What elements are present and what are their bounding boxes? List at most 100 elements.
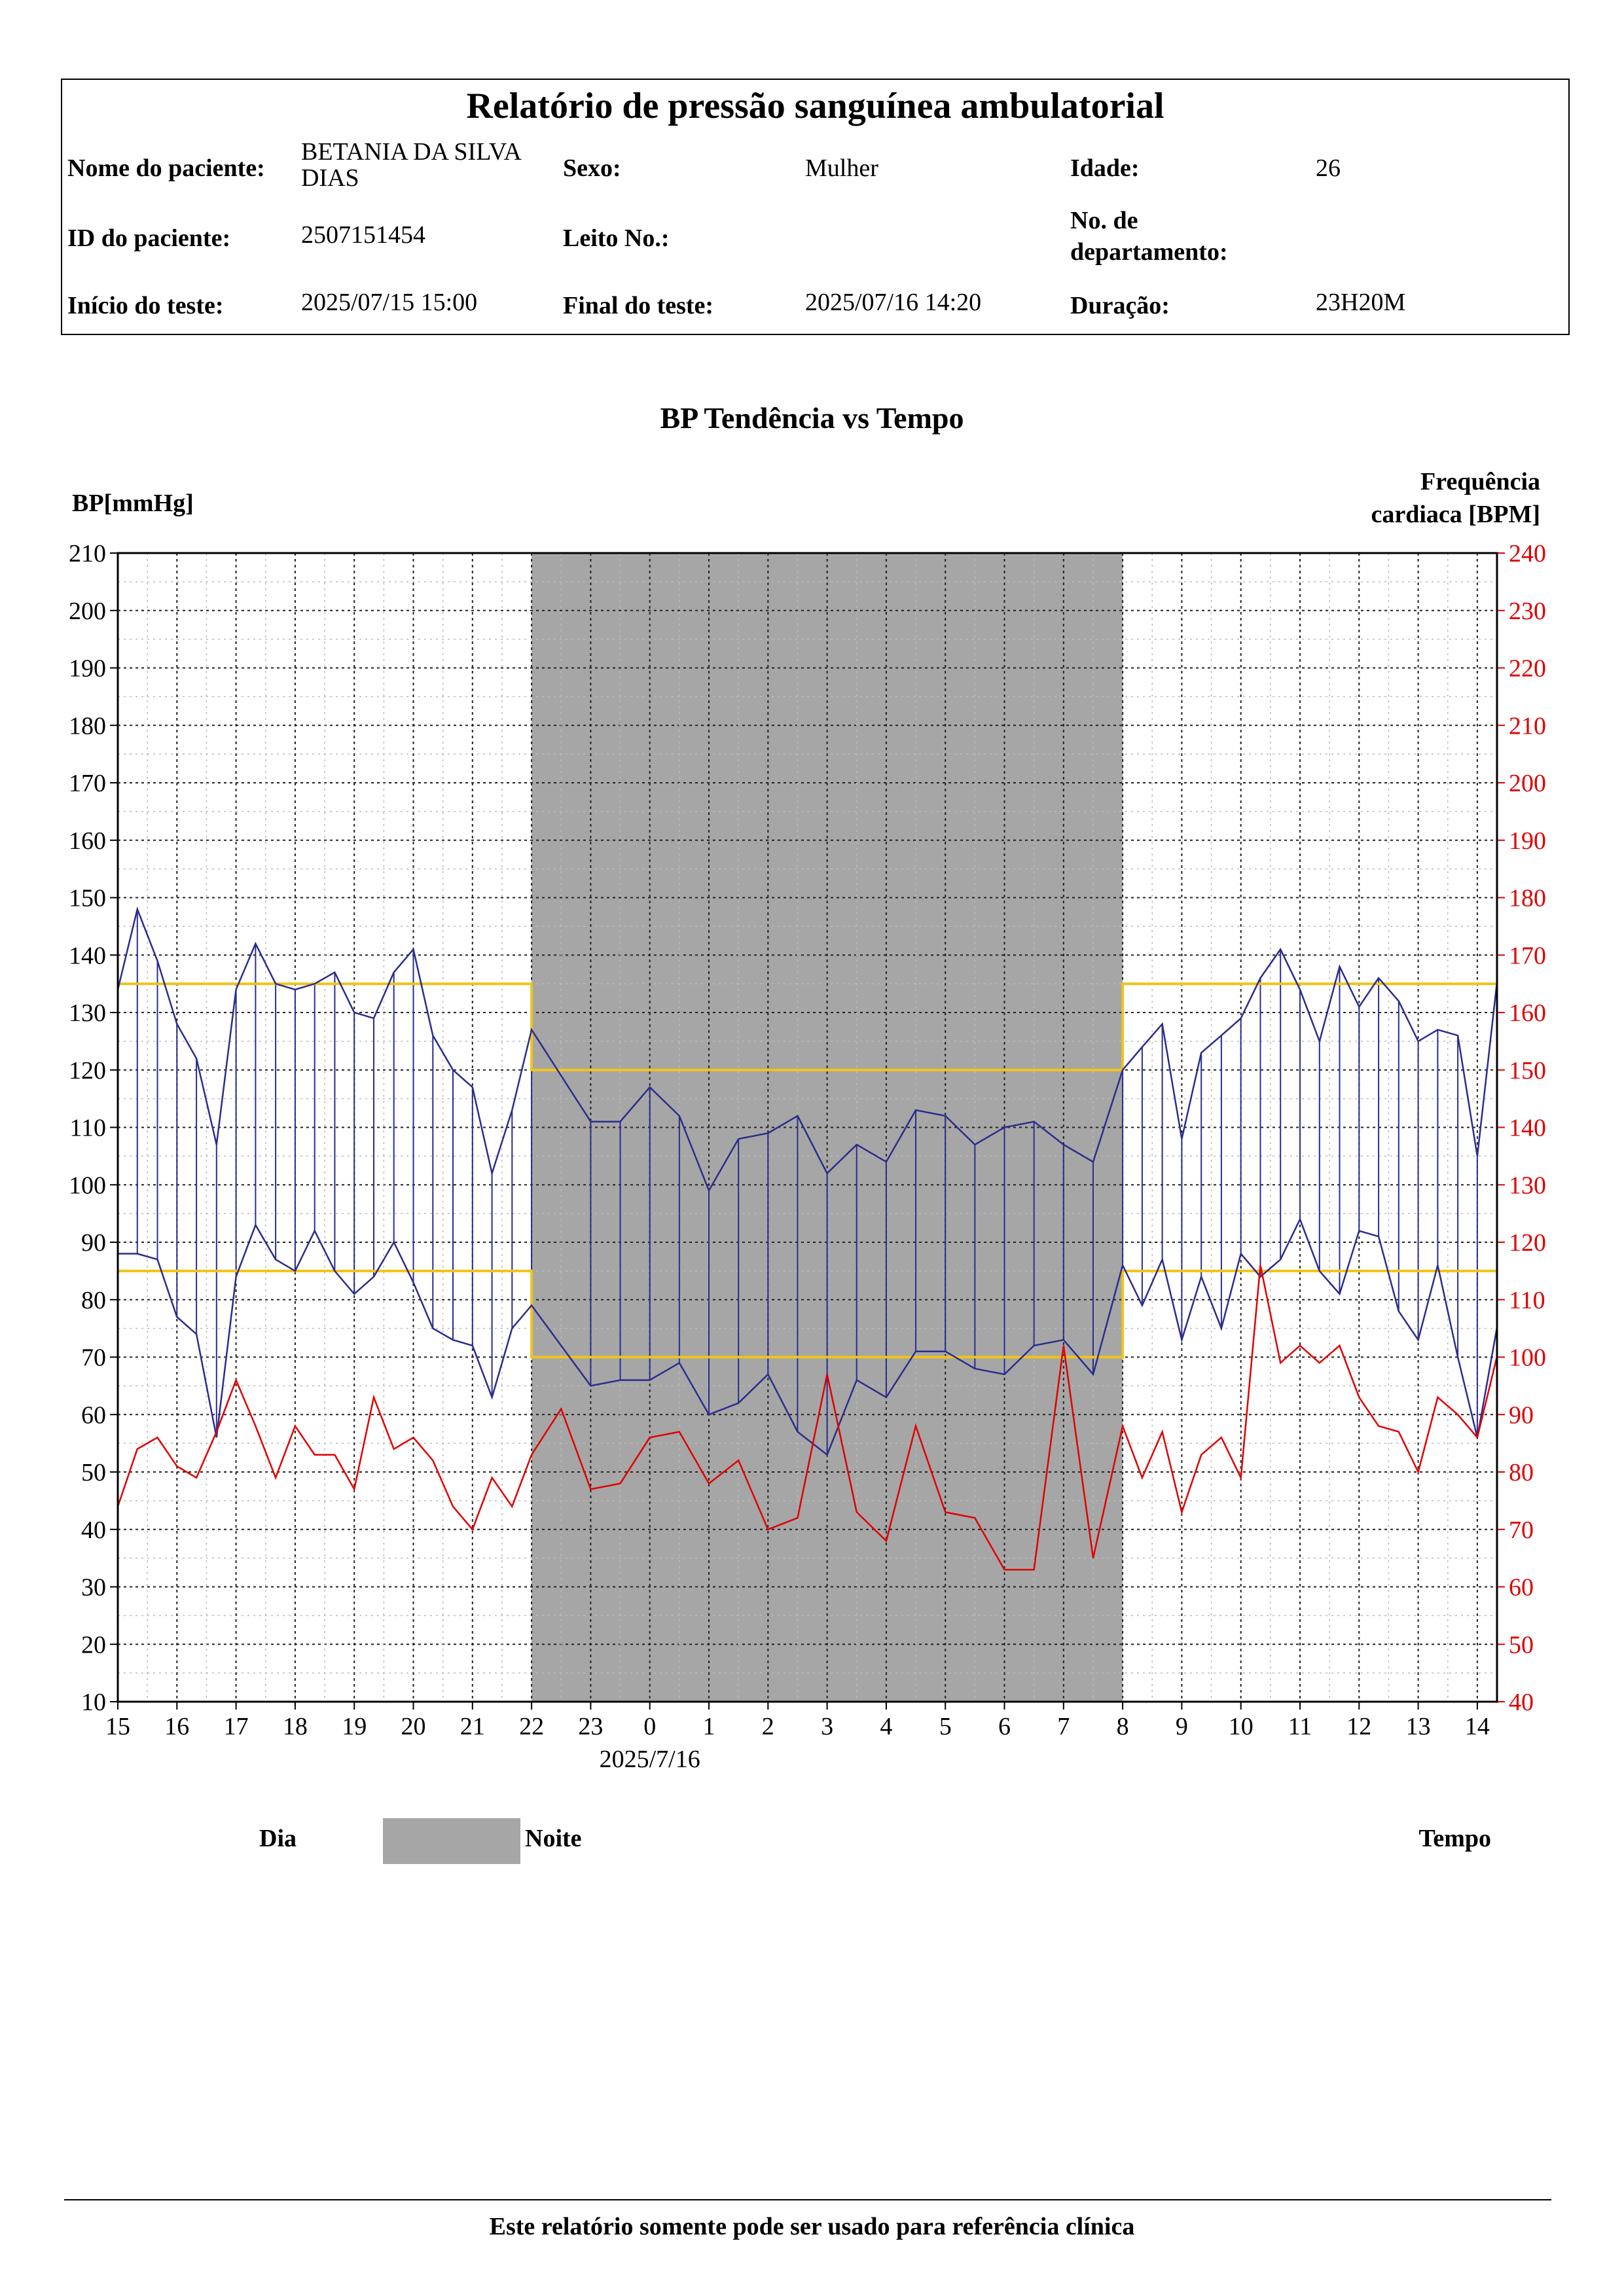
grid-layer [117,552,1497,1702]
y-left-tick-label: 130 [69,999,106,1027]
y-axis-left-title: BP[mmHg] [72,490,194,517]
x-tick-label: 1 [703,1713,715,1740]
y-left-tick-label: 140 [69,942,106,969]
y-right-tick-label: 120 [1509,1229,1546,1257]
patient-name-line2: DIAS [301,164,359,192]
y-right-tick-label: 140 [1509,1115,1546,1142]
heart-rate-series-line [117,1265,1498,1571]
threshold-systolic-line [118,982,1497,1071]
legend-day-label: Dia [259,1825,297,1852]
y-left-tick-label: 120 [69,1057,106,1085]
end-value: 2025/07/16 14:20 [805,289,982,316]
y-right-tick-label: 230 [1509,598,1546,625]
y-left-tick-label: 60 [81,1401,106,1429]
y-right-tick-label: 210 [1509,712,1546,740]
y-left-tick-label: 10 [81,1689,106,1716]
y-right-tick-label: 220 [1509,655,1546,683]
y-left-tick-label: 40 [81,1516,106,1544]
x-tick-label: 4 [880,1713,892,1740]
chart-title: BP Tendência vs Tempo [660,401,964,435]
x-tick-label: 23 [578,1713,603,1740]
sex-label: Sexo: [563,154,621,182]
y-right-tick-label: 90 [1509,1401,1534,1429]
x-tick-label: 20 [401,1713,426,1740]
duration-value: 23H20M [1316,289,1406,316]
patient-id-value: 2507151454 [301,221,425,249]
duration-label: Duração: [1070,292,1170,319]
y-right-tick-label: 170 [1509,942,1546,969]
y-left-tick-label: 50 [81,1459,106,1486]
legend-night-label: Noite [525,1825,582,1852]
bp-range-bars-layer [117,909,1498,1455]
y-left-tick-label: 150 [69,885,106,912]
x-tick-label: 13 [1406,1713,1431,1740]
report-header: Relatório de pressão sanguínea ambulator… [61,79,1570,335]
x-tick-label: 17 [224,1713,249,1740]
y-right-tick-label: 70 [1509,1516,1534,1544]
y-right-tick-label: 160 [1509,999,1546,1027]
y-right-tick-label: 40 [1509,1689,1534,1716]
x-tick-label: 16 [164,1713,189,1740]
x-tick-label: 6 [998,1713,1011,1740]
y-right-tick-label: 180 [1509,885,1546,912]
y-left-tick-label: 180 [69,712,106,740]
y-right-tick-label: 80 [1509,1459,1534,1486]
footer-note: Este relatório somente pode ser usado pa… [489,2213,1135,2240]
y-right-tick-label: 110 [1509,1287,1545,1314]
y-axis-right-title-line1: Frequência [1420,468,1540,495]
y-right-tick-label: 240 [1509,540,1546,567]
bp-trend-chart: 1020304050607080901001101201301401501601… [69,540,1546,1773]
x-tick-label: 7 [1057,1713,1070,1740]
patient-name-line1: BETANIA DA SILVA [301,138,522,166]
end-label: Final do teste: [563,292,714,319]
y-axis-right-title-line2: cardiaca [BPM] [1371,501,1540,528]
x-tick-label: 19 [342,1713,367,1740]
x-tick-label: 14 [1465,1713,1490,1740]
y-right-tick-label: 150 [1509,1057,1546,1085]
x-tick-label: 5 [939,1713,952,1740]
systolic-series-line [117,906,1498,1193]
tick-labels-layer: 1020304050607080901001101201301401501601… [69,540,1546,1773]
y-left-tick-label: 80 [81,1287,106,1314]
y-right-tick-label: 200 [1509,770,1546,797]
threshold-layer [118,982,1497,1359]
x-tick-label: 12 [1346,1713,1371,1740]
y-left-tick-label: 30 [81,1574,106,1602]
y-left-tick-label: 200 [69,598,106,625]
patient-name-label: Nome do paciente: [67,154,265,182]
age-label: Idade: [1070,154,1140,182]
y-left-tick-label: 20 [81,1631,106,1659]
y-left-tick-label: 210 [69,540,106,567]
y-left-tick-label: 170 [69,770,106,797]
bed-label: Leito No.: [563,224,670,252]
department-label-line2: departamento: [1070,238,1228,266]
footer-divider [64,2199,1551,2200]
y-right-tick-label: 60 [1509,1574,1534,1602]
x-tick-label: 2 [762,1713,774,1740]
x-tick-label: 8 [1117,1713,1129,1740]
x-tick-label: 22 [519,1713,544,1740]
x-tick-label: 3 [821,1713,833,1740]
y-left-tick-label: 190 [69,655,106,683]
y-right-tick-label: 50 [1509,1631,1534,1659]
legend-night-swatch [383,1818,520,1864]
y-right-tick-label: 100 [1509,1344,1546,1372]
department-label-line1: No. de [1070,207,1138,234]
y-left-tick-label: 90 [81,1229,106,1257]
x-tick-label: 11 [1288,1713,1312,1740]
report-title: Relatório de pressão sanguínea ambulator… [466,86,1164,126]
x-tick-label: 9 [1176,1713,1188,1740]
y-right-tick-label: 130 [1509,1172,1546,1199]
y-left-tick-label: 110 [69,1115,106,1142]
patient-id-label: ID do paciente: [67,224,231,252]
legend-time-label: Tempo [1418,1825,1491,1852]
x-tick-label: 18 [283,1713,308,1740]
x-tick-label: 0 [643,1713,656,1740]
sex-value: Mulher [805,154,878,182]
x-tick-label: 10 [1229,1713,1254,1740]
series-layer [117,906,1498,1571]
start-value: 2025/07/15 15:00 [301,289,478,316]
start-label: Início do teste: [67,292,224,319]
y-right-tick-label: 190 [1509,827,1546,855]
y-left-tick-label: 160 [69,827,106,855]
